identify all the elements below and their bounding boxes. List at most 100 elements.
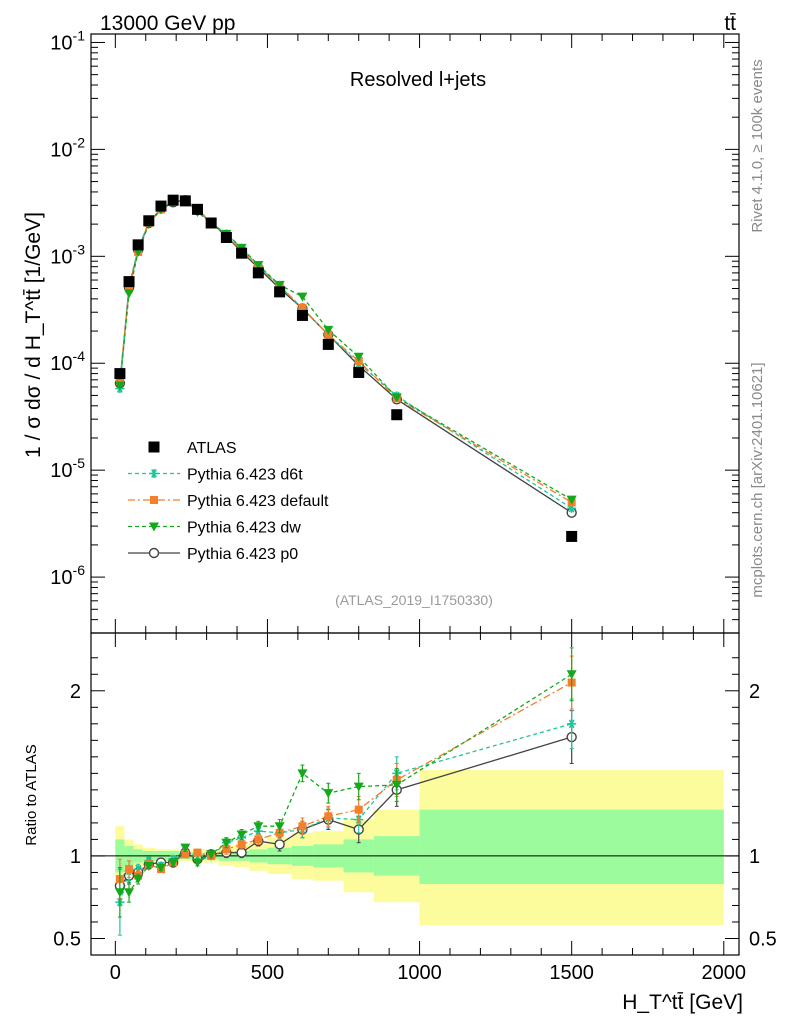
main-point-atlas [220, 231, 232, 243]
ratio-point-dw [133, 875, 144, 885]
ratio-y-tick-label-left: 2 [70, 681, 81, 703]
main-y-tick-label: 10-5 [50, 455, 85, 482]
series-markers [114, 194, 578, 936]
main-line-dw [119, 198, 573, 501]
process-title: tt̄ [724, 12, 736, 35]
main-y-tick-label: 10-3 [50, 241, 85, 268]
main-point-default [115, 377, 124, 386]
main-y-tick-label: 10-4 [50, 348, 85, 375]
legend-marker-p0 [148, 547, 160, 559]
ratio-point-p0 [274, 839, 285, 850]
ratio-y-tick-label-right: 2 [749, 681, 760, 703]
ratio-point-dw [353, 782, 364, 792]
main-point-dw [353, 352, 364, 362]
legend-marker-d6t [149, 469, 159, 478]
ratio-point-default [298, 822, 307, 831]
main-point-atlas [296, 309, 308, 321]
ratio-point-default [181, 850, 190, 859]
ratio-y-tick-label-left: 0.5 [53, 928, 81, 950]
x-tick-label: 500 [251, 962, 284, 984]
legend-entry-p0: Pythia 6.423 p0 [128, 546, 298, 563]
ratio-point-default [354, 805, 363, 814]
main-y-tick-label: 10-6 [50, 562, 85, 589]
main-point-dw [566, 495, 577, 505]
ratio-point-dw [297, 769, 308, 779]
main-point-default [298, 303, 307, 312]
x-tick-label: 1000 [397, 962, 442, 984]
main-point-default [125, 284, 134, 293]
main-point-atlas [143, 215, 155, 227]
legend-label-atlas: ATLAS [187, 440, 237, 457]
ratio-point-dw [221, 838, 232, 848]
main-point-dw [114, 381, 125, 391]
main-point-dw [297, 292, 308, 302]
main-point-atlas [566, 530, 578, 542]
uncertainty-bands [115, 770, 724, 926]
ratio-frame [90, 632, 740, 956]
main-point-dw [274, 280, 285, 290]
ratio-point-dw [124, 888, 135, 898]
x-tick-label: 2000 [702, 962, 747, 984]
ratio-point-dw [206, 850, 217, 860]
legend-marker-default [150, 496, 158, 504]
plot-title: Resolved l+jets [350, 69, 486, 91]
main-y-tick-label: 10-2 [50, 134, 85, 161]
ratio-point-default [254, 835, 263, 844]
main-point-atlas [353, 366, 365, 378]
ratio-y-tick-label-left: 1 [70, 846, 81, 868]
ratio-point-dw [253, 822, 264, 832]
ratio-point-default [222, 845, 231, 854]
ratio-line-d6t [119, 723, 572, 903]
main-point-dw [253, 260, 264, 270]
main-point-atlas [391, 409, 403, 421]
main-point-atlas [322, 338, 334, 350]
legend-label-dw: Pythia 6.423 dw [187, 520, 301, 537]
ratio-point-dw [155, 863, 166, 873]
ratio-point-dw [566, 670, 577, 680]
ratio-line-default [119, 681, 572, 880]
ratio-point-dw [114, 888, 125, 898]
main-point-atlas [252, 267, 264, 279]
ratio-point-default [324, 812, 333, 821]
rivet-version: Rivet 4.1.0, ≥ 100k events [749, 59, 766, 232]
analysis-id: (ATLAS_2019_I1750330) [335, 592, 493, 608]
main-point-atlas [236, 247, 248, 259]
ratio-y-tick-label-right: 0.5 [749, 928, 777, 950]
legend-label-default: Pythia 6.423 default [187, 493, 329, 510]
main-y-label: 1 / σ dσ / d H_T^tt̄ [1/GeV] [22, 212, 45, 458]
legend-marker-atlas [148, 441, 160, 453]
main-point-atlas [155, 200, 167, 212]
main-point-atlas [274, 286, 286, 298]
legend-entry-atlas: ATLAS [148, 440, 237, 457]
legend-label-p0: Pythia 6.423 p0 [187, 546, 298, 563]
legend-label-d6t: Pythia 6.423 d6t [187, 467, 303, 484]
x-tick-label: 0 [110, 962, 121, 984]
ratio-point-dw [323, 789, 334, 799]
ratio-point-dw [168, 858, 179, 868]
ratio-point-dw [236, 830, 247, 840]
ratio-point-dw [274, 822, 285, 832]
main-point-dw [323, 325, 334, 335]
main-point-atlas [167, 194, 179, 206]
main-point-dw [391, 393, 402, 403]
x-tick-label: 1500 [549, 962, 594, 984]
site-credit: mcplots.cern.ch [arXiv:2401.10621] [749, 362, 766, 597]
ratio-point-default [125, 865, 134, 874]
main-point-atlas [123, 276, 135, 288]
ratio-point-dw [180, 843, 191, 853]
legend-marker-dw [149, 522, 159, 532]
main-y-tick-label: 10-1 [50, 27, 85, 54]
ratio-point-dw [143, 861, 154, 871]
main-point-dw [124, 289, 135, 299]
legend-entry-d6t: Pythia 6.423 d6t [128, 467, 303, 484]
main-point-atlas [205, 217, 217, 229]
main-point-atlas [191, 203, 203, 215]
ratio-y-label: Ratio to ATLAS [23, 744, 40, 845]
x-axis-label: H_T^tt̄ [GeV] [622, 991, 743, 1014]
ratio-point-dw [192, 858, 203, 868]
main-point-atlas [114, 368, 126, 380]
legend: ATLAS Pythia 6.423 d6t Pythia 6.423 defaul… [128, 440, 329, 563]
legend-entry-dw: Pythia 6.423 dw [128, 520, 301, 537]
